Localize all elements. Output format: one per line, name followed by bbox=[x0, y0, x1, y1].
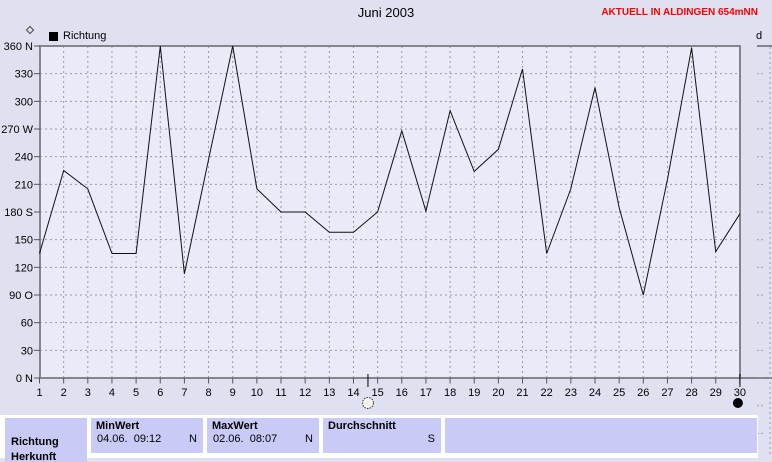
x-axis-label: 17 bbox=[420, 387, 432, 399]
y-axis-label: 90 O bbox=[9, 290, 33, 302]
x-axis-label: 18 bbox=[444, 387, 456, 399]
minwert-timestamp: 04.06. 09:12 bbox=[97, 433, 162, 445]
y-axis-label: 240 bbox=[15, 152, 33, 164]
x-axis-label: 11 bbox=[275, 387, 286, 399]
x-axis-label: 29 bbox=[710, 387, 722, 399]
x-axis-label: 22 bbox=[541, 387, 553, 399]
table-durchschnitt-cell: Durchschnitt S bbox=[323, 418, 441, 453]
x-axis-label: 14 bbox=[347, 387, 359, 399]
x-axis-label: 12 bbox=[299, 387, 311, 399]
y-axis-label: 30 bbox=[21, 345, 33, 357]
maxwert-direction: N bbox=[305, 433, 313, 445]
legend: Richtung bbox=[49, 30, 106, 42]
legend-swatch-icon bbox=[49, 31, 58, 41]
slider-open-handle[interactable] bbox=[361, 397, 374, 409]
station-status-label: AKTUELL IN ALDINGEN 654mNN bbox=[601, 7, 758, 18]
x-axis-label: 13 bbox=[323, 387, 335, 399]
x-axis-label: 8 bbox=[205, 387, 211, 399]
y-axis-label: 360 N bbox=[4, 41, 33, 53]
x-axis-label: 26 bbox=[637, 387, 649, 399]
x-axis-label: 21 bbox=[516, 387, 528, 399]
param-label: Richtung bbox=[11, 436, 59, 448]
x-axis-label: 4 bbox=[109, 387, 115, 399]
table-maxwert-cell: MaxWert 02.06. 08:07 N bbox=[207, 418, 319, 453]
x-axis-label: 20 bbox=[492, 387, 504, 399]
y-axis-label: 60 bbox=[21, 318, 33, 330]
y-axis-label: 120 bbox=[15, 262, 33, 274]
x-axis-label: 24 bbox=[589, 387, 601, 399]
x-axis-label: 19 bbox=[468, 387, 480, 399]
minwert-direction: N bbox=[189, 433, 197, 445]
slider-filled-handle[interactable] bbox=[732, 398, 743, 408]
x-axis-label: 25 bbox=[613, 387, 625, 399]
param-label-next-row: Herkunft bbox=[11, 451, 57, 462]
second-chart-partial-label: d bbox=[756, 30, 763, 42]
x-axis-label: 7 bbox=[181, 387, 187, 399]
x-axis-label: 9 bbox=[230, 387, 236, 399]
x-axis-label: 6 bbox=[157, 387, 163, 399]
x-axis-label: 5 bbox=[133, 387, 139, 399]
y-axis-label: 180 S bbox=[4, 207, 33, 219]
x-axis-label: 15 bbox=[371, 387, 383, 399]
table-minwert-cell: MinWert 04.06. 09:12 N bbox=[91, 418, 203, 453]
durchschnitt-header: Durchschnitt bbox=[328, 420, 396, 432]
maxwert-header: MaxWert bbox=[212, 420, 258, 432]
richtung-series-line bbox=[39, 45, 741, 296]
maxwert-timestamp: 02.06. 08:07 bbox=[213, 433, 278, 445]
legend-label: Richtung bbox=[63, 30, 107, 42]
y-axis-label: 330 bbox=[15, 69, 33, 81]
table-empty-cell bbox=[445, 418, 757, 453]
durchschnitt-direction: S bbox=[427, 433, 435, 445]
x-axis-label: 23 bbox=[565, 387, 577, 399]
y-axis-label: 270 W bbox=[1, 124, 33, 136]
y-axis-label: 150 bbox=[15, 235, 33, 247]
x-axis-label: 1 bbox=[36, 387, 42, 399]
x-axis-label: 27 bbox=[661, 387, 673, 399]
y-axis-label: 0 N bbox=[16, 373, 33, 385]
x-axis-label: 2 bbox=[61, 387, 67, 399]
minwert-header: MinWert bbox=[96, 420, 140, 432]
x-axis-label: 28 bbox=[685, 387, 697, 399]
x-axis-label: 16 bbox=[396, 387, 408, 399]
x-axis-label: 3 bbox=[85, 387, 91, 399]
x-axis-label: 30 bbox=[734, 387, 746, 399]
table-param-cell: Richtung Herkunft bbox=[5, 418, 87, 462]
y-axis-label: 300 bbox=[15, 96, 33, 108]
x-axis-label: 10 bbox=[251, 387, 263, 399]
y-axis-label: 210 bbox=[15, 179, 33, 191]
chart-title: Juni 2003 bbox=[357, 5, 415, 20]
